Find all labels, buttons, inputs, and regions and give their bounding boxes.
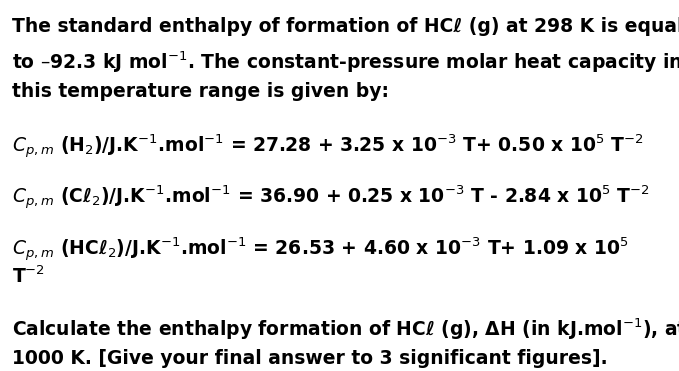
Text: T$^{-2}$: T$^{-2}$ (12, 265, 45, 287)
Text: $C_{p,m}$ (H$_2$)/J.K$^{-1}$.mol$^{-1}$ = 27.28 + 3.25 x 10$^{-3}$ T+ 0.50 x 10$: $C_{p,m}$ (H$_2$)/J.K$^{-1}$.mol$^{-1}$ … (12, 133, 644, 161)
Text: to –92.3 kJ mol$^{-1}$. The constant-pressure molar heat capacity in: to –92.3 kJ mol$^{-1}$. The constant-pre… (12, 49, 679, 75)
Text: 1000 K. [Give your final answer to 3 significant figures].: 1000 K. [Give your final answer to 3 sig… (12, 349, 608, 368)
Text: Calculate the enthalpy formation of HCℓ (g), ΔH (in kJ.mol$^{-1}$), at: Calculate the enthalpy formation of HCℓ … (12, 316, 679, 342)
Text: this temperature range is given by:: this temperature range is given by: (12, 82, 389, 101)
Text: $C_{p,m}$ (HCℓ$_2$)/J.K$^{-1}$.mol$^{-1}$ = 26.53 + 4.60 x 10$^{-3}$ T+ 1.09 x 1: $C_{p,m}$ (HCℓ$_2$)/J.K$^{-1}$.mol$^{-1}… (12, 236, 629, 264)
Text: The standard enthalpy of formation of HCℓ (g) at 298 K is equal: The standard enthalpy of formation of HC… (12, 17, 679, 36)
Text: $C_{p,m}$ (Cℓ$_2$)/J.K$^{-1}$.mol$^{-1}$ = 36.90 + 0.25 x 10$^{-3}$ T - 2.84 x 1: $C_{p,m}$ (Cℓ$_2$)/J.K$^{-1}$.mol$^{-1}$… (12, 184, 650, 212)
